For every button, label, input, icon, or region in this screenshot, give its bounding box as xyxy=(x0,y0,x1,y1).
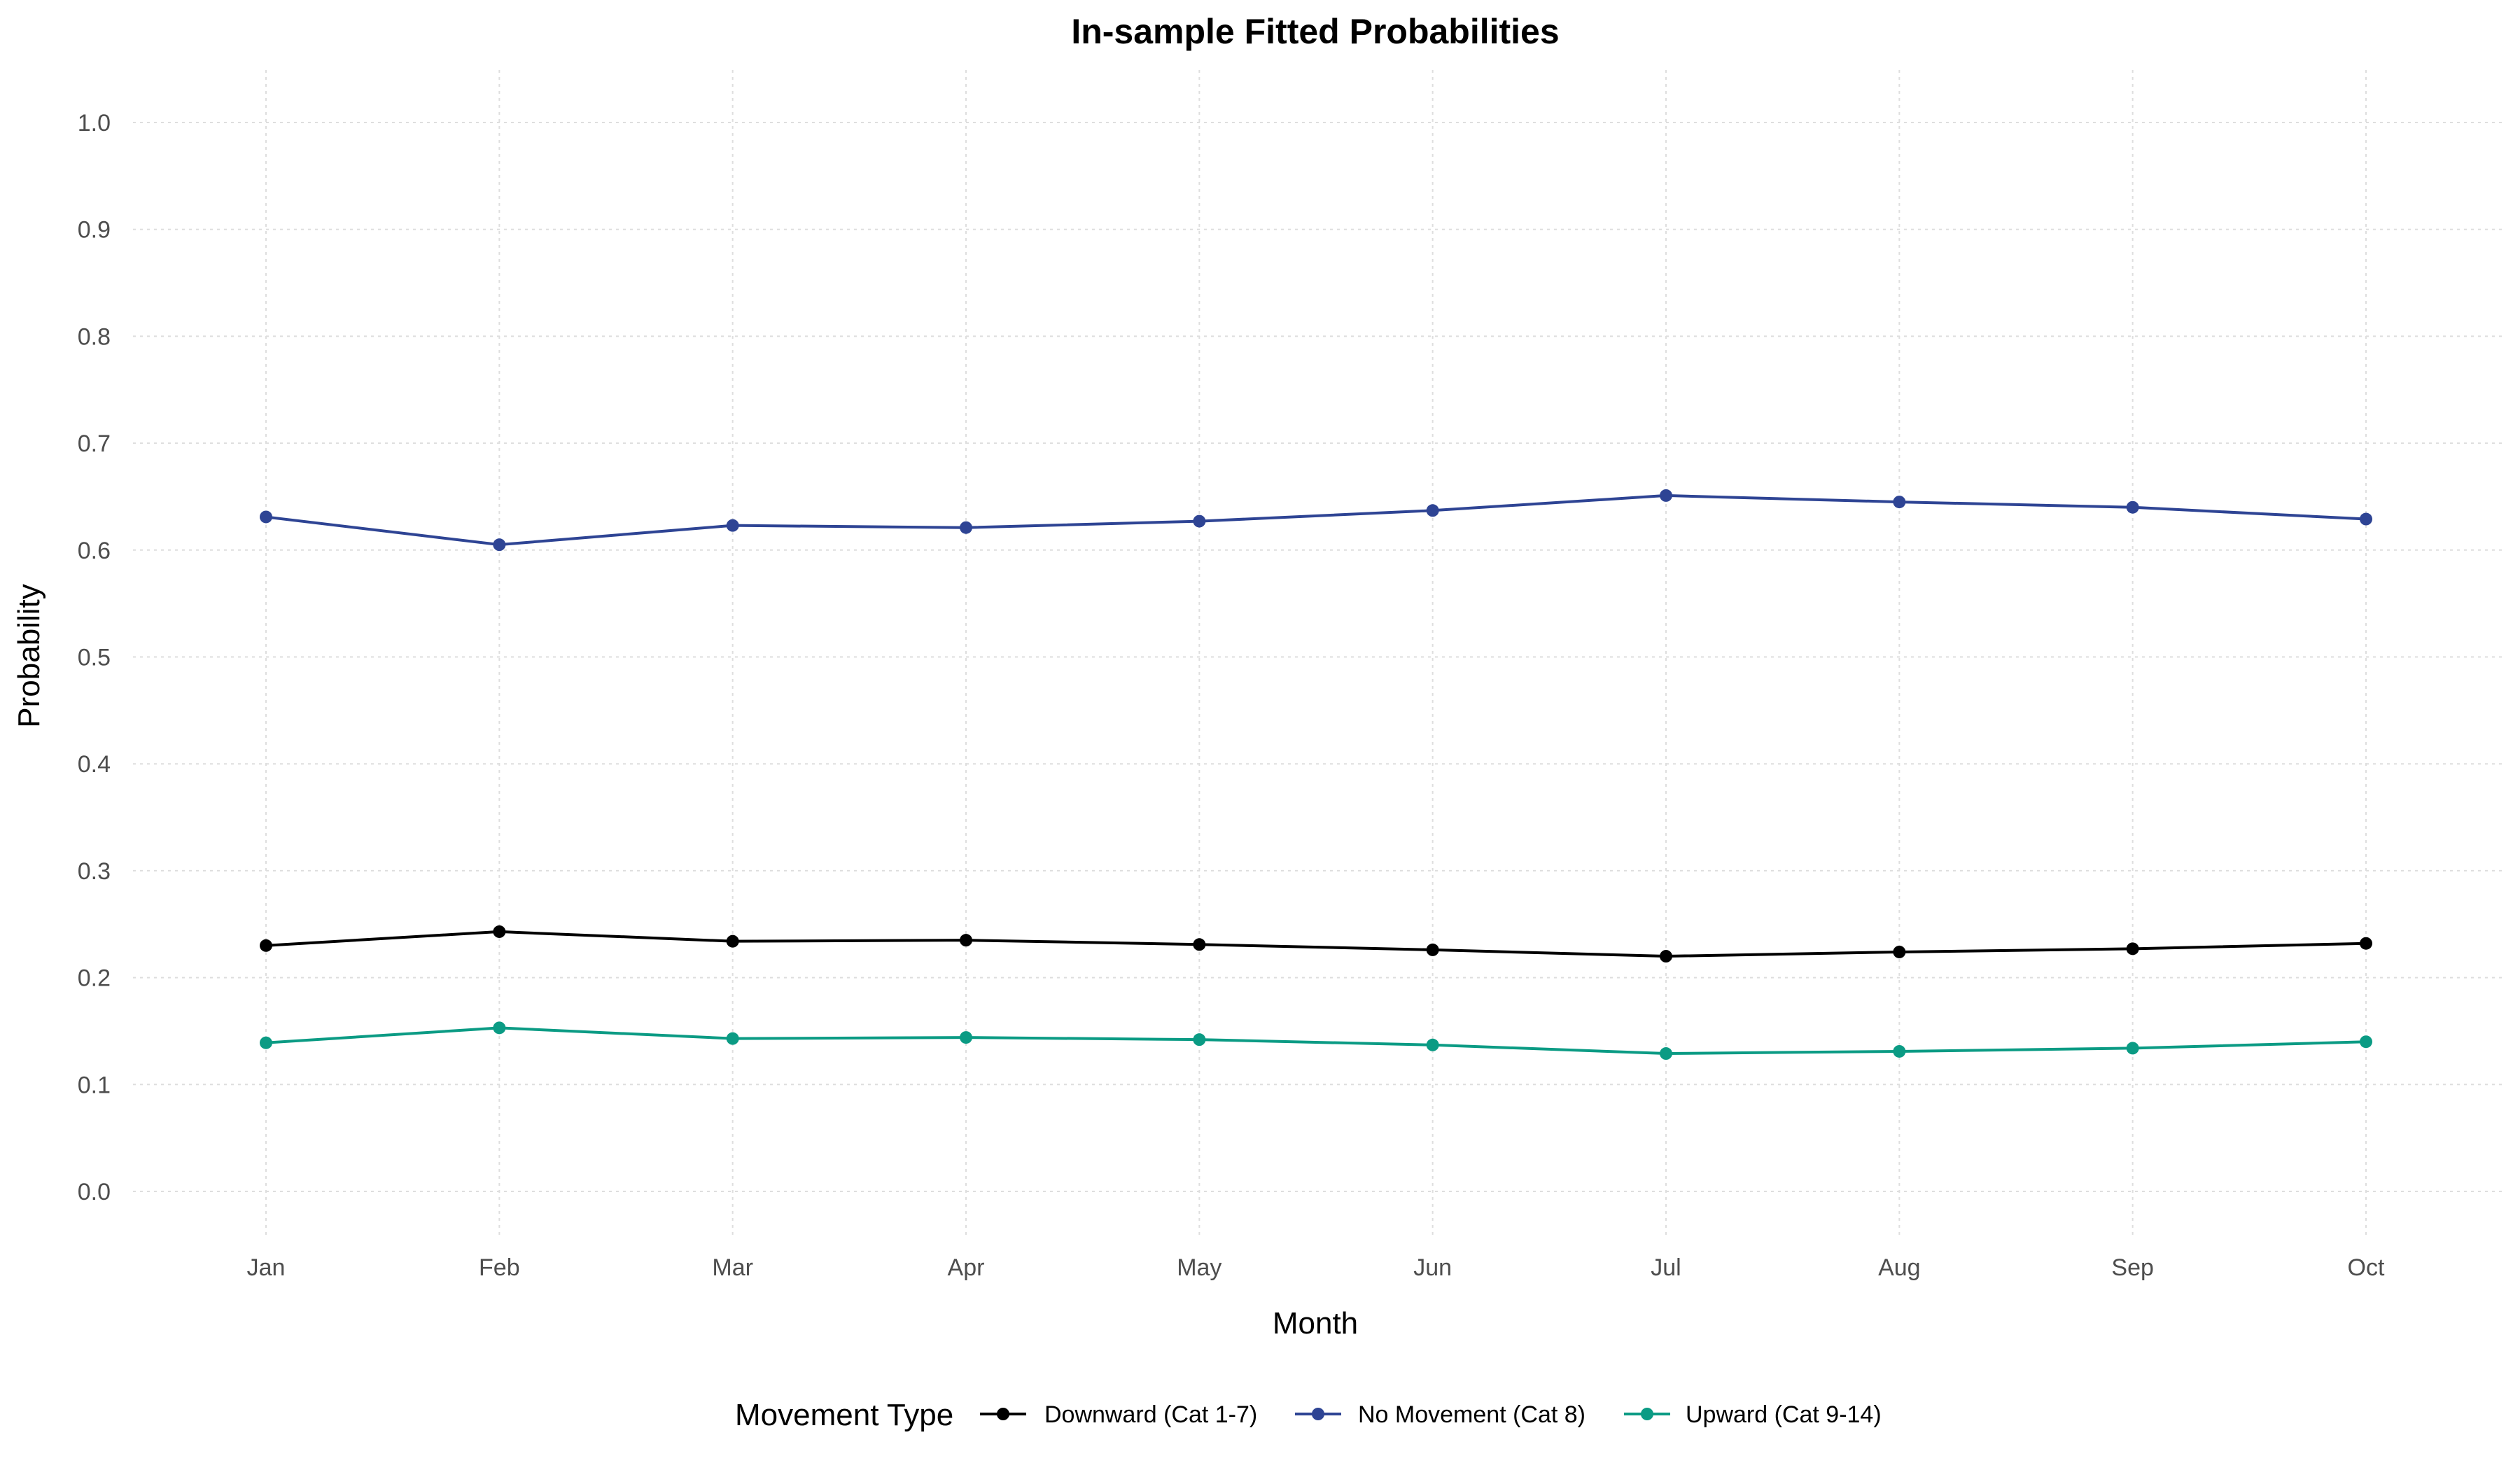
data-point xyxy=(960,521,972,534)
y-axis-title: Probability xyxy=(12,584,46,727)
x-tick-label: Feb xyxy=(479,1254,520,1281)
legend-key-point xyxy=(997,1408,1009,1420)
y-tick-label: 0.3 xyxy=(78,858,111,885)
data-point xyxy=(1893,496,1906,509)
y-tick-label: 0.4 xyxy=(78,751,111,778)
series-3 xyxy=(260,1021,2372,1060)
data-point xyxy=(1893,1044,1906,1058)
x-tick-label: Apr xyxy=(948,1254,985,1281)
x-axis-title: Month xyxy=(1273,1306,1358,1340)
data-point xyxy=(1426,943,1439,956)
legend-label: No Movement (Cat 8) xyxy=(1358,1401,1586,1428)
y-tick-label: 0.9 xyxy=(78,217,111,244)
data-point xyxy=(1426,504,1439,517)
y-tick-label: 0.8 xyxy=(78,323,111,350)
legend-key-point xyxy=(1312,1408,1324,1420)
x-tick-label: Aug xyxy=(1878,1254,1921,1281)
data-point xyxy=(1193,514,1206,528)
data-point xyxy=(2126,942,2139,955)
y-tick-label: 0.0 xyxy=(78,1179,111,1205)
y-tick-label: 0.2 xyxy=(78,965,111,992)
data-point xyxy=(1893,945,1906,958)
data-point xyxy=(1193,1033,1206,1046)
y-axis-ticks: 0.0 0.1 0.2 0.3 0.4 0.5 0.6 0.7 0.8 0.9 1.0 xyxy=(78,110,111,1205)
data-point xyxy=(2360,512,2372,526)
series-line xyxy=(265,930,2367,958)
grid-lines xyxy=(133,70,2506,1239)
data-point xyxy=(1660,1047,1672,1060)
y-tick-label: 0.6 xyxy=(78,538,111,564)
x-tick-label: May xyxy=(1177,1254,1222,1281)
legend-item: Downward (Cat 1-7) xyxy=(980,1401,1257,1428)
data-point xyxy=(2126,500,2139,514)
y-tick-label: 0.5 xyxy=(78,645,111,671)
x-tick-label: Sep xyxy=(2111,1254,2154,1281)
data-point xyxy=(260,1036,272,1049)
y-tick-label: 0.7 xyxy=(78,430,111,457)
data-point xyxy=(1660,489,1672,502)
data-point xyxy=(726,1032,739,1045)
data-point xyxy=(726,934,739,948)
legend-label: Upward (Cat 9-14) xyxy=(1686,1401,1882,1428)
data-point xyxy=(493,925,506,938)
legend-key-point xyxy=(1641,1408,1653,1420)
legend-label: Downward (Cat 1-7) xyxy=(1044,1401,1257,1428)
legend-item: No Movement (Cat 8) xyxy=(1295,1401,1586,1428)
data-point xyxy=(260,510,272,524)
data-point xyxy=(1426,1038,1439,1051)
data-point xyxy=(260,939,272,952)
data-point xyxy=(960,934,972,947)
x-tick-label: Jun xyxy=(1413,1254,1452,1281)
x-tick-label: Jul xyxy=(1651,1254,1681,1281)
legend-item: Upward (Cat 9-14) xyxy=(1624,1401,1882,1428)
x-tick-label: Mar xyxy=(712,1254,753,1281)
series-line xyxy=(265,1026,2367,1056)
data-point xyxy=(493,1021,506,1035)
y-tick-label: 0.1 xyxy=(78,1072,111,1098)
data-point xyxy=(960,1031,972,1044)
legend-title: Movement Type xyxy=(735,1398,953,1432)
data-point xyxy=(726,519,739,532)
data-point xyxy=(493,538,506,552)
series-1 xyxy=(260,925,2372,963)
x-tick-label: Oct xyxy=(2348,1254,2385,1281)
data-point xyxy=(1193,938,1206,951)
y-tick-label: 1.0 xyxy=(78,110,111,136)
data-point xyxy=(1660,950,1672,963)
data-point xyxy=(2360,937,2372,950)
chart-title: In-sample Fitted Probabilities xyxy=(1071,12,1559,51)
data-point xyxy=(2360,1035,2372,1049)
series-layer xyxy=(260,489,2372,1060)
series-line xyxy=(265,493,2367,547)
x-axis-ticks: Jan Feb Mar Apr May Jun Jul Aug Sep Oct xyxy=(247,1254,2385,1281)
data-point xyxy=(2126,1042,2139,1055)
x-tick-label: Jan xyxy=(247,1254,286,1281)
series-2 xyxy=(260,489,2372,552)
legend: Movement Type Downward (Cat 1-7) No Movem… xyxy=(735,1398,1882,1432)
